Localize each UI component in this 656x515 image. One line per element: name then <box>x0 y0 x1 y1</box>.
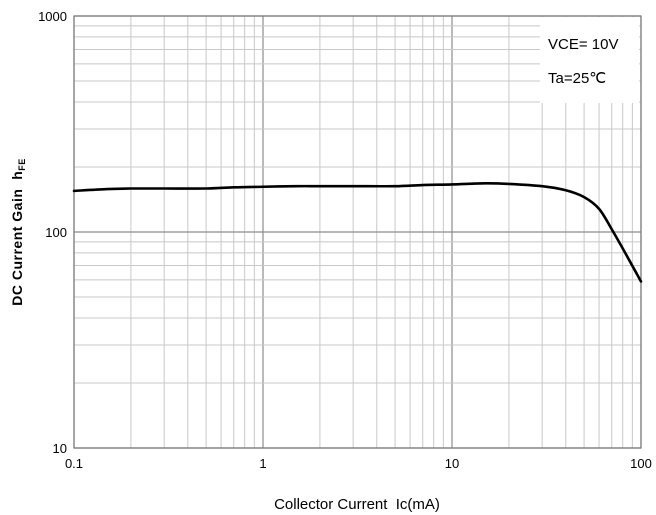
grid <box>73 15 642 449</box>
y-axis-label-subscript: FE <box>17 158 27 171</box>
y-tick-label: 1000 <box>38 9 67 24</box>
x-axis-label: Collector Current Ic(mA) <box>274 496 440 513</box>
y-axis-label-main: DC Current Gain h <box>9 171 25 306</box>
x-tick-labels: 0.1 1 10 100 <box>65 456 652 471</box>
y-axis-label: DC Current Gain hFE <box>9 158 27 306</box>
series-line <box>72 182 643 283</box>
conditions-box: VCE= 10V Ta=25℃ <box>540 17 639 103</box>
conditions-box-background <box>540 17 639 103</box>
condition-vce: VCE= 10V <box>548 36 618 53</box>
x-tick-label: 1 <box>259 456 266 471</box>
x-tick-label: 10 <box>445 456 459 471</box>
y-tick-labels: 10 100 1000 <box>38 9 67 456</box>
plot-frame <box>73 15 642 449</box>
y-tick-label: 10 <box>53 441 67 456</box>
y-tick-label: 100 <box>45 225 67 240</box>
x-tick-label: 100 <box>630 456 652 471</box>
condition-ta: Ta=25℃ <box>548 70 606 87</box>
svg-text:DC Current Gain hFE: DC Current Gain hFE <box>9 158 27 306</box>
x-tick-label: 0.1 <box>65 456 83 471</box>
